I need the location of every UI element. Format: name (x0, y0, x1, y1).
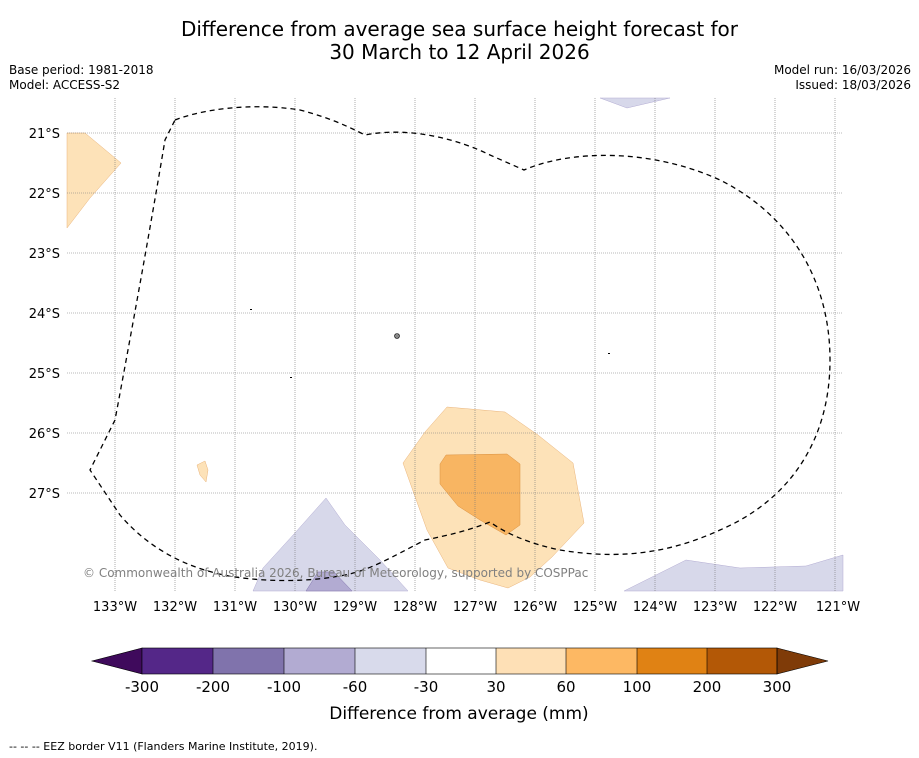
colorbar-tick-label: -60 (343, 678, 368, 696)
colorbar-swatch (426, 648, 496, 674)
island-marker (290, 377, 292, 378)
lat-label: 23°S (29, 247, 60, 262)
colorbar-swatch (637, 648, 707, 674)
colorbar-title: Difference from average (mm) (329, 704, 588, 724)
colorbar-tick-label: -100 (267, 678, 301, 696)
colorbar-tick-label: -200 (196, 678, 230, 696)
anomaly-region-purple-south-dark (305, 571, 353, 592)
colorbar-tick-label: -300 (125, 678, 159, 696)
colorbar-swatch (284, 648, 355, 674)
island-marker (608, 353, 610, 354)
colorbar-tick-label: 300 (763, 678, 792, 696)
lon-label: 125°W (573, 600, 617, 615)
lat-label: 24°S (29, 307, 60, 322)
colorbar-arrow-high (776, 647, 829, 675)
anomaly-region-purple-se (623, 554, 844, 592)
island-marker (394, 333, 400, 339)
lon-label: 132°W (153, 600, 197, 615)
colorbar-swatch (355, 648, 426, 674)
copyright-text: © Commonwealth of Australia 2026, Bureau… (83, 566, 588, 580)
anomaly-region-orange-core (439, 453, 521, 536)
lat-label: 21°S (29, 127, 60, 142)
lon-label: 131°W (213, 600, 257, 615)
meta-left: Base period: 1981-2018 Model: ACCESS-S2 (9, 63, 154, 93)
colorbar-swatch (213, 648, 284, 674)
lon-label: 133°W (93, 600, 137, 615)
anomaly-region-purple-top (599, 97, 671, 109)
lon-label: 122°W (753, 600, 797, 615)
colorbar-swatch (707, 648, 777, 674)
meta-right: Model run: 16/03/2026 Issued: 18/03/2026 (774, 63, 911, 93)
map-panel (66, 97, 844, 592)
colorbar-tick-label: 100 (623, 678, 652, 696)
lon-label: 127°W (453, 600, 497, 615)
island-marker (250, 309, 252, 310)
base-period: Base period: 1981-2018 (9, 63, 154, 77)
lon-label: 124°W (633, 600, 677, 615)
lon-label: 128°W (393, 600, 437, 615)
lat-label: 22°S (29, 187, 60, 202)
issued-date: Issued: 18/03/2026 (795, 78, 911, 92)
gridlines (67, 98, 843, 591)
lon-label: 129°W (333, 600, 377, 615)
lon-labels: 133°W 132°W 131°W 130°W 129°W 128°W 127°… (93, 600, 860, 615)
lat-label: 26°S (29, 427, 60, 442)
title-line-1: Difference from average sea surface heig… (180, 17, 739, 41)
lon-label: 121°W (816, 600, 860, 615)
lon-label: 123°W (693, 600, 737, 615)
eez-legend-note: -- -- -- EEZ border V11 (Flanders Marine… (9, 740, 318, 753)
anomaly-region-orange-small (196, 460, 209, 483)
colorbar-tick-label: 200 (693, 678, 722, 696)
lon-label: 130°W (273, 600, 317, 615)
colorbar-swatch (566, 648, 637, 674)
lat-label: 27°S (29, 487, 60, 502)
colorbar-swatch (496, 648, 566, 674)
colorbar-tick-label: -30 (414, 678, 439, 696)
colorbar-arrow-low (90, 647, 143, 675)
lon-label: 126°W (513, 600, 557, 615)
colorbar-swatch (142, 648, 213, 674)
colorbar-tick-label: 60 (556, 678, 575, 696)
chart-title: Difference from average sea surface heig… (0, 18, 919, 64)
title-line-2: 30 March to 12 April 2026 (329, 40, 590, 64)
eez-border (89, 106, 831, 582)
model-name: Model: ACCESS-S2 (9, 78, 121, 92)
lat-label: 25°S (29, 367, 60, 382)
colorbar: -300 -200 -100 -60 -30 30 60 100 200 300… (90, 647, 829, 724)
lat-labels: 21°S 22°S 23°S 24°S 25°S 26°S 27°S (29, 127, 60, 502)
colorbar-tick-label: 30 (486, 678, 505, 696)
model-run: Model run: 16/03/2026 (773, 63, 911, 77)
